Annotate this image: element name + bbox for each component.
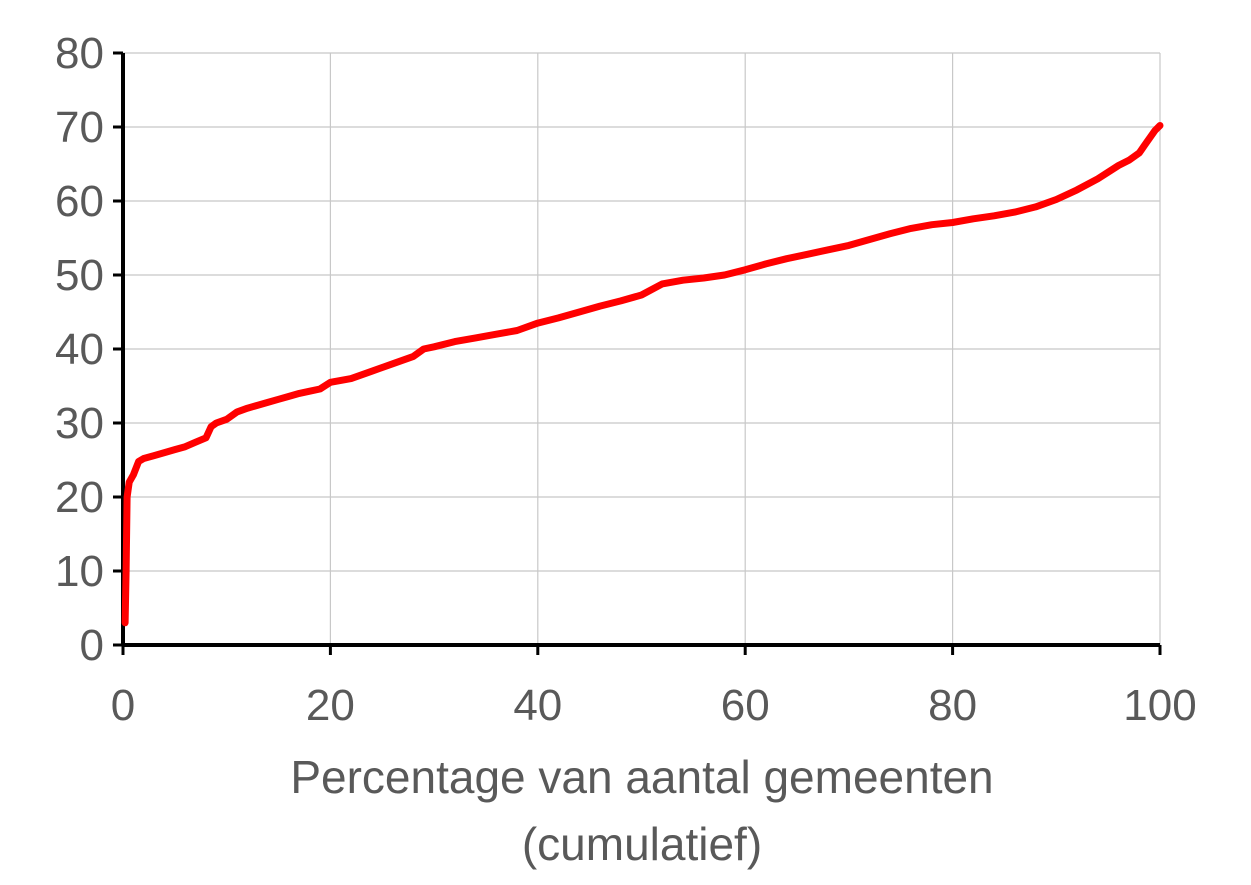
- x-axis-title-line-2: (cumulatief): [522, 818, 762, 870]
- gridlines: [123, 52, 1161, 645]
- y-tick-label: 60: [55, 177, 104, 226]
- y-tick-label: 70: [55, 103, 104, 152]
- x-tick-label: 100: [1123, 681, 1196, 730]
- x-tick-label: 40: [513, 681, 562, 730]
- y-tick-label: 50: [55, 251, 104, 300]
- y-tick-label: 10: [55, 547, 104, 596]
- series-line-0: [121, 122, 1164, 627]
- tick-labels: 0 10 20 30 40 50 60 70 80 0 20 40 60 80 100: [55, 29, 1197, 730]
- x-tick-label: 80: [928, 681, 977, 730]
- y-tick-label: 40: [55, 325, 104, 374]
- y-tick-label: 80: [55, 29, 104, 78]
- data-series: [121, 122, 1164, 627]
- x-tick-label: 20: [306, 681, 355, 730]
- x-tick-label: 60: [721, 681, 770, 730]
- y-tick-label: 0: [80, 621, 104, 670]
- x-axis-title-line-1: Percentage van aantal gemeenten: [290, 751, 993, 803]
- y-tick-label: 30: [55, 399, 104, 448]
- axes: [113, 51, 1162, 655]
- x-tick-label: 0: [111, 681, 135, 730]
- y-tick-label: 20: [55, 473, 104, 522]
